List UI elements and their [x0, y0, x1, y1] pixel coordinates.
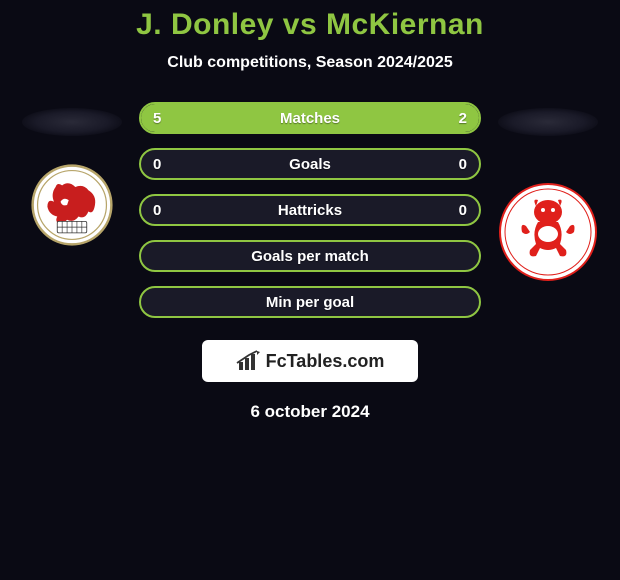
- player-photo-shadow: [22, 108, 122, 136]
- brand-logo-box[interactable]: FcTables.com: [202, 340, 418, 382]
- comparison-row: 5Matches20Goals00Hattricks0Goals per mat…: [0, 102, 620, 318]
- subtitle: Club competitions, Season 2024/2025: [0, 54, 620, 72]
- stat-bar: Min per goal: [139, 286, 481, 318]
- bar-label: Min per goal: [141, 294, 479, 311]
- bar-right-value: 0: [459, 202, 467, 219]
- left-player-col: [17, 102, 127, 246]
- stat-bar: 0Goals0: [139, 148, 481, 180]
- right-club-crest: [498, 182, 598, 282]
- brand-name: FcTables.com: [266, 351, 385, 372]
- chart-icon: [236, 350, 262, 372]
- bar-label: Goals: [141, 156, 479, 173]
- bar-right-value: 0: [459, 156, 467, 173]
- bar-label: Matches: [141, 110, 479, 127]
- page-title: J. Donley vs McKiernan: [0, 8, 620, 42]
- left-club-crest: [31, 164, 113, 246]
- stat-bars: 5Matches20Goals00Hattricks0Goals per mat…: [139, 102, 481, 318]
- player-photo-shadow: [498, 108, 598, 136]
- bar-right-value: 2: [459, 110, 467, 127]
- stat-bar: 0Hattricks0: [139, 194, 481, 226]
- bar-label: Goals per match: [141, 248, 479, 265]
- stat-bar: 5Matches2: [139, 102, 481, 134]
- stat-bar: Goals per match: [139, 240, 481, 272]
- bar-label: Hattricks: [141, 202, 479, 219]
- right-player-col: [493, 102, 603, 282]
- date-label: 6 october 2024: [0, 402, 620, 422]
